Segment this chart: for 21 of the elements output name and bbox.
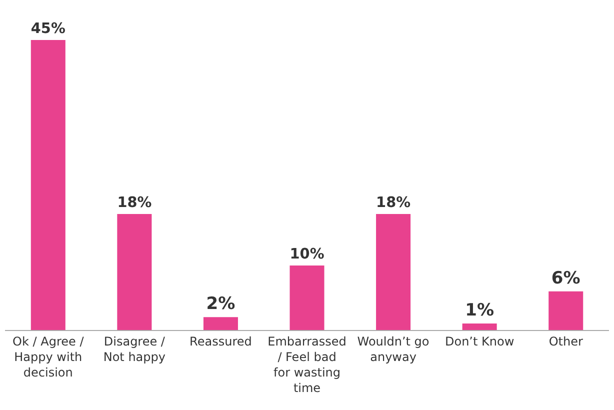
x-tick-label: Other: [548, 334, 583, 348]
x-tick-label: Disagree / Not happy: [103, 334, 166, 364]
data-label: 18%: [376, 194, 411, 211]
x-tick-label: Embarrassed / Feel bad for wasting time: [268, 334, 346, 396]
bar: [290, 266, 324, 330]
x-tick-label: Wouldn’t go anyway: [357, 334, 430, 364]
data-label: 1%: [465, 300, 494, 321]
bar: [376, 214, 411, 330]
bar: [117, 214, 152, 330]
data-label: 10%: [290, 246, 324, 262]
bar: [30, 40, 66, 330]
data-label: 2%: [206, 294, 236, 314]
bar: [203, 317, 238, 330]
data-label: 18%: [117, 194, 152, 211]
data-label: 45%: [30, 20, 66, 37]
bar: [548, 291, 584, 330]
x-tick-label: Reassured: [190, 334, 252, 348]
bar: [462, 324, 497, 330]
data-label: 6%: [551, 268, 580, 288]
x-tick-label: Don’t Know: [444, 334, 514, 348]
x-tick-label: Ok / Agree / Happy with decision: [12, 334, 85, 380]
